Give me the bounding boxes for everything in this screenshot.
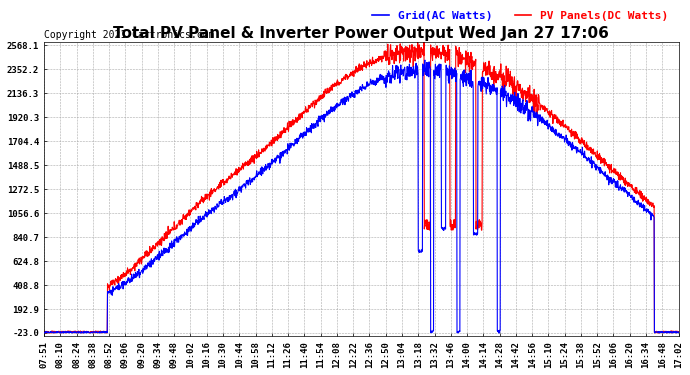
Legend: Grid(AC Watts), PV Panels(DC Watts): Grid(AC Watts), PV Panels(DC Watts) — [368, 6, 673, 25]
Title: Total PV Panel & Inverter Power Output Wed Jan 27 17:06: Total PV Panel & Inverter Power Output W… — [113, 26, 609, 40]
Text: Copyright 2021 Cartronics.com: Copyright 2021 Cartronics.com — [44, 30, 215, 40]
